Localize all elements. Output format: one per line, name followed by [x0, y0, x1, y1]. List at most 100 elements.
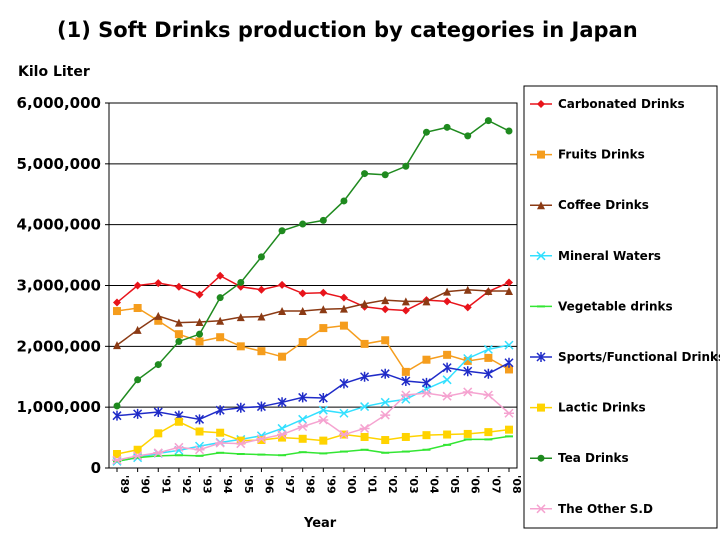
- legend-label: Vegetable drinks: [558, 299, 673, 313]
- legend-label: Lactic Drinks: [558, 401, 646, 415]
- data-point-lactic-drinks: [298, 434, 307, 443]
- series-line-tea-drinks: [116, 119, 510, 407]
- legend-label: Carbonated Drinks: [558, 97, 685, 111]
- legend-label: The Other S.D: [558, 502, 653, 516]
- series-fruits-drinks: [113, 304, 513, 376]
- data-point-the-other-s-d: [173, 442, 184, 452]
- y-tick-label: 0: [91, 459, 101, 477]
- x-tick-label: '03: [407, 475, 420, 494]
- data-point-sports-functional-drinks: [401, 376, 411, 387]
- legend-label: Coffee Drinks: [558, 198, 649, 212]
- data-point-coffee-drinks: [195, 318, 204, 326]
- data-point-lactic-drinks: [236, 436, 245, 445]
- x-tick-label: '04: [427, 475, 440, 494]
- legend: Carbonated Drinks Fruits Drinks Coffee Dri…: [530, 97, 720, 516]
- data-point-the-other-s-d: [318, 415, 329, 425]
- data-point-sports-functional-drinks: [112, 410, 122, 421]
- data-point-mineral-waters: [360, 402, 370, 412]
- data-point-tea-drinks: [175, 337, 183, 345]
- data-point-carbonated-drinks: [133, 281, 142, 290]
- data-point-tea-drinks: [381, 171, 389, 179]
- data-point-tea-drinks: [216, 294, 224, 302]
- series-carbonated-drinks: [113, 271, 513, 315]
- data-point-the-other-s-d: [421, 388, 432, 398]
- series-the-other-s-d: [112, 387, 514, 465]
- data-point-sports-functional-drinks: [504, 357, 514, 368]
- data-point-tea-drinks: [134, 376, 142, 384]
- data-point-lactic-drinks: [463, 429, 472, 438]
- data-point-tea-drinks: [196, 330, 204, 338]
- x-tick-label: '07: [489, 475, 502, 494]
- data-point-tea-drinks: [319, 216, 327, 224]
- data-point-sports-functional-drinks: [133, 408, 143, 419]
- data-point-sports-functional-drinks: [153, 407, 163, 418]
- data-point-carbonated-drinks: [195, 290, 204, 299]
- x-tick-label: '98: [304, 475, 317, 494]
- data-point-coffee-drinks: [422, 297, 431, 306]
- y-axis-unit-label: Kilo Liter: [18, 64, 90, 80]
- data-point-lactic-drinks: [443, 430, 452, 439]
- legend-item-coffee-drinks: Coffee Drinks: [530, 198, 649, 212]
- data-point-coffee-drinks: [443, 287, 452, 296]
- data-point-the-other-s-d: [194, 445, 205, 455]
- legend-item-lactic-drinks: Lactic Drinks: [530, 401, 646, 415]
- data-point-mineral-waters: [483, 344, 493, 354]
- data-point-fruits-drinks: [257, 347, 266, 356]
- data-point-carbonated-drinks: [401, 306, 410, 315]
- series-line-coffee-drinks: [116, 289, 509, 346]
- data-point-fruits-drinks: [278, 352, 287, 361]
- data-point-tea-drinks: [154, 361, 162, 369]
- x-axis-ticks: '89 '90 '91 '92 '93 '94 '95 '96 '97 '98 '99 '00 '01 '…: [116, 468, 523, 494]
- data-point-fruits-drinks: [505, 365, 513, 374]
- legend-item-vegetable-drinks: Vegetable drinks: [530, 299, 673, 313]
- y-tick-label: 4,000,000: [17, 216, 101, 234]
- series-tea-drinks: [113, 117, 513, 410]
- y-tick-label: 2,000,000: [17, 337, 101, 355]
- data-point-carbonated-drinks: [339, 293, 348, 302]
- data-point-carbonated-drinks: [381, 305, 390, 314]
- legend-item-fruits-drinks: Fruits Drinks: [530, 148, 645, 162]
- legend-label: Mineral Waters: [558, 249, 661, 263]
- data-point-tea-drinks: [464, 132, 472, 140]
- data-point-fruits-drinks: [236, 342, 245, 351]
- data-point-carbonated-drinks: [443, 297, 452, 306]
- x-tick-label: '95: [242, 475, 255, 494]
- data-point-sports-functional-drinks: [318, 393, 328, 404]
- data-point-sports-functional-drinks: [298, 392, 308, 403]
- data-point-fruits-drinks: [463, 356, 472, 365]
- data-point-coffee-drinks: [401, 297, 410, 306]
- x-tick-label: '89: [118, 475, 131, 494]
- data-point-tea-drinks: [484, 117, 492, 125]
- data-point-tea-drinks: [113, 402, 121, 410]
- data-point-the-other-s-d: [483, 390, 494, 400]
- data-point-sports-functional-drinks: [421, 377, 432, 388]
- data-point-the-other-s-d: [297, 422, 308, 432]
- data-point-lactic-drinks: [484, 428, 493, 437]
- data-point-carbonated-drinks: [463, 303, 472, 312]
- data-point-tea-drinks: [402, 162, 410, 170]
- y-tick-label: 6,000,000: [17, 94, 101, 112]
- data-point-fruits-drinks: [319, 324, 328, 333]
- data-point-lactic-drinks: [505, 425, 513, 434]
- data-point-the-other-s-d: [338, 430, 349, 440]
- data-point-lactic-drinks: [133, 445, 142, 454]
- y-tick-label: 5,000,000: [17, 155, 101, 173]
- data-point-fruits-drinks: [381, 336, 390, 345]
- data-point-coffee-drinks: [133, 325, 142, 334]
- y-tick-label: 3,000,000: [17, 277, 101, 295]
- data-point-coffee-drinks: [484, 286, 493, 295]
- series-sports-functional-drinks: [112, 357, 514, 425]
- data-point-fruits-drinks: [154, 316, 163, 325]
- y-axis-ticks: 0 1,000,000 2,000,000 3,000,000 4,000,000 5,0…: [17, 94, 109, 477]
- data-point-coffee-drinks: [174, 318, 183, 327]
- data-point-tea-drinks: [361, 170, 369, 178]
- data-point-tea-drinks: [237, 278, 245, 286]
- data-point-the-other-s-d: [153, 448, 164, 458]
- legend-marker: [536, 504, 546, 514]
- data-point-coffee-drinks: [278, 307, 287, 316]
- series-group: [112, 117, 514, 466]
- data-point-sports-functional-drinks: [215, 405, 225, 416]
- data-point-sports-functional-drinks: [236, 402, 246, 413]
- data-point-sports-functional-drinks: [463, 366, 473, 377]
